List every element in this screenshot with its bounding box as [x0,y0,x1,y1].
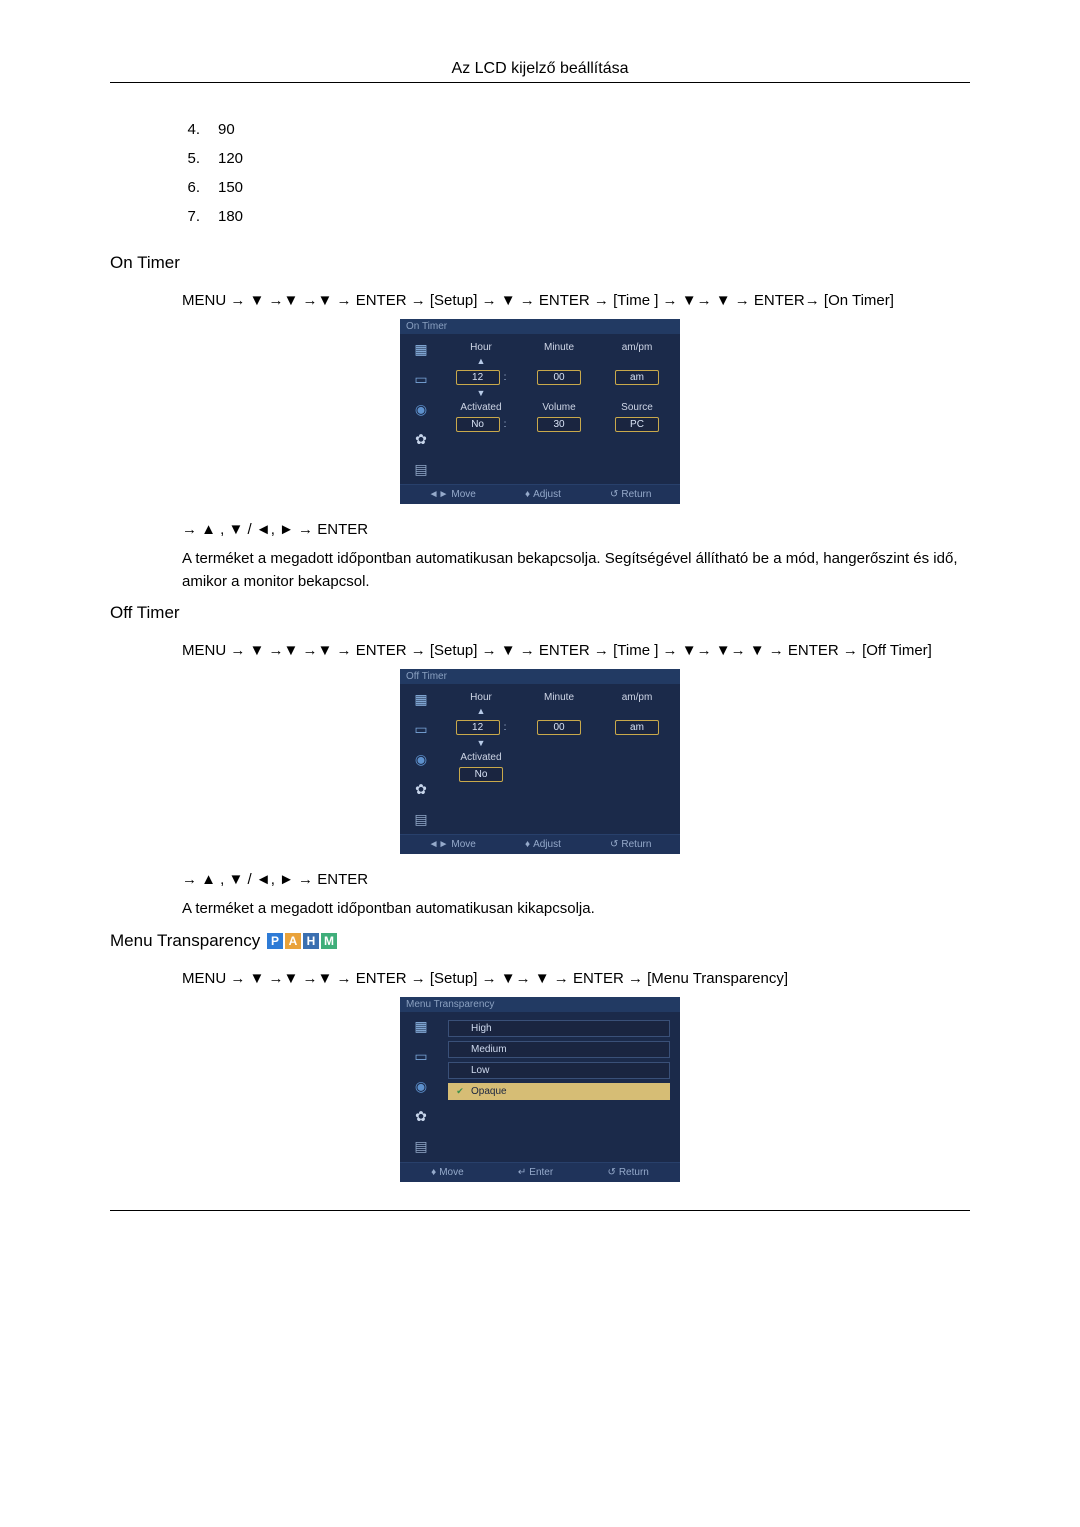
value-list: 4. 90 5. 120 6. 150 7. 180 [182,121,970,225]
transparency-option-high[interactable]: High [448,1020,670,1037]
osd-footer: ♦ Move ↵ Enter ↺ Return [400,1162,680,1182]
footer-move: ◄► Move [429,839,476,850]
footer-adjust: ♦ Adjust [525,489,561,500]
page-header: Az LCD kijelző beállítása [110,60,970,83]
page-title: Az LCD kijelző beállítása [452,60,629,77]
footer-return: ↺ Return [607,1167,648,1178]
transparency-option-opaque[interactable]: ✔ Opaque [448,1083,670,1100]
footer-return: ↺ Return [610,839,651,850]
osd-value-minute[interactable]: 00 [537,370,581,385]
osd-value-ampm[interactable]: am [615,720,659,735]
power-icon: ◉ [410,400,432,418]
input-icon: ▭ [410,370,432,388]
list-val: 120 [218,150,243,167]
controls-line: → ▲ , ▼ / ◄, ► → ENTER [182,518,970,542]
osd-sidebar: ▦ ▭ ◉ ✿ ▤ [400,684,442,834]
on-timer-description: A terméket a megadott időpontban automat… [182,548,970,593]
input-icon: ▭ [410,720,432,738]
osd-menu-transparency: Menu Transparency ▦ ▭ ◉ ✿ ▤ High [400,997,680,1182]
badge-a: A [285,933,301,949]
osd-value-hour[interactable]: 12 [456,370,500,385]
checkbox-icon [455,1023,465,1033]
settings-icon: ✿ [410,430,432,448]
footer-return: ↺ Return [610,489,651,500]
section-title-on-timer: On Timer [110,253,970,273]
section-title-off-timer: Off Timer [110,603,970,623]
osd-value-activated[interactable]: No [456,417,500,432]
off-timer-description: A terméket a megadott időpontban automat… [182,898,970,921]
osd-value-hour[interactable]: 12 [456,720,500,735]
osd-label: Volume [526,402,592,413]
footer-enter: ↵ Enter [518,1167,553,1178]
osd-footer: ◄► Move ♦ Adjust ↺ Return [400,484,680,504]
osd-on-timer: On Timer ▦ ▭ ◉ ✿ ▤ Hour Minute am/pm ▲ 1… [400,319,680,504]
list-val: 150 [218,179,243,196]
list-val: 180 [218,208,243,225]
list-num: 6. [182,179,200,196]
down-arrow-icon: ▼ [448,389,514,398]
section-title-menu-transparency: Menu Transparency P A H M [110,931,970,951]
up-arrow-icon: ▲ [448,357,514,366]
osd-value-source[interactable]: PC [615,417,659,432]
osd-label: Hour [448,692,514,703]
list-num: 5. [182,150,200,167]
osd-footer: ◄► Move ♦ Adjust ↺ Return [400,834,680,854]
osd-label: Activated [448,752,514,763]
footer-rule [110,1210,970,1211]
osd-value-volume[interactable]: 30 [537,417,581,432]
nav-sequence-on-timer: MENU → ▼ →▼ →▼ → ENTER → [Setup] → ▼ → E… [182,289,970,313]
checkbox-icon [455,1044,465,1054]
power-icon: ◉ [410,750,432,768]
footer-adjust: ♦ Adjust [525,839,561,850]
osd-label: am/pm [604,692,670,703]
display-icon: ▦ [410,690,432,708]
transparency-option-medium[interactable]: Medium [448,1041,670,1058]
osd-value-activated[interactable]: No [459,767,503,782]
osd-label: Hour [448,342,514,353]
settings-icon: ✿ [410,780,432,798]
list-val: 90 [218,121,235,138]
display-icon: ▦ [410,1018,432,1036]
osd-value-minute[interactable]: 00 [537,720,581,735]
osd-label: Minute [526,342,592,353]
misc-icon: ▤ [410,460,432,478]
osd-label: Minute [526,692,592,703]
nav-sequence-off-timer: MENU → ▼ →▼ →▼ → ENTER → [Setup] → ▼ → E… [182,639,970,663]
list-num: 4. [182,121,200,138]
osd-value-ampm[interactable]: am [615,370,659,385]
power-icon: ◉ [410,1078,432,1096]
checkmark-icon: ✔ [455,1086,465,1096]
osd-sidebar: ▦ ▭ ◉ ✿ ▤ [400,334,442,484]
down-arrow-icon: ▼ [448,739,514,748]
list-num: 7. [182,208,200,225]
checkbox-icon [455,1065,465,1075]
misc-icon: ▤ [410,810,432,828]
osd-title: Menu Transparency [400,997,680,1012]
up-arrow-icon: ▲ [448,707,514,716]
footer-move: ◄► Move [429,489,476,500]
osd-title: Off Timer [400,669,680,684]
nav-sequence-menu-transparency: MENU → ▼ →▼ →▼ → ENTER → [Setup] → ▼→ ▼ … [182,967,970,991]
controls-line: → ▲ , ▼ / ◄, ► → ENTER [182,868,970,892]
badge-p: P [267,933,283,949]
settings-icon: ✿ [410,1108,432,1126]
mode-badges: P A H M [267,933,337,949]
footer-move: ♦ Move [431,1167,464,1178]
input-icon: ▭ [410,1048,432,1066]
misc-icon: ▤ [410,1138,432,1156]
transparency-option-low[interactable]: Low [448,1062,670,1079]
badge-h: H [303,933,319,949]
badge-m: M [321,933,337,949]
osd-title: On Timer [400,319,680,334]
osd-sidebar: ▦ ▭ ◉ ✿ ▤ [400,1012,442,1162]
display-icon: ▦ [410,340,432,358]
osd-label: Activated [448,402,514,413]
osd-off-timer: Off Timer ▦ ▭ ◉ ✿ ▤ Hour Minute am/pm ▲ … [400,669,680,854]
osd-label: Source [604,402,670,413]
osd-label: am/pm [604,342,670,353]
